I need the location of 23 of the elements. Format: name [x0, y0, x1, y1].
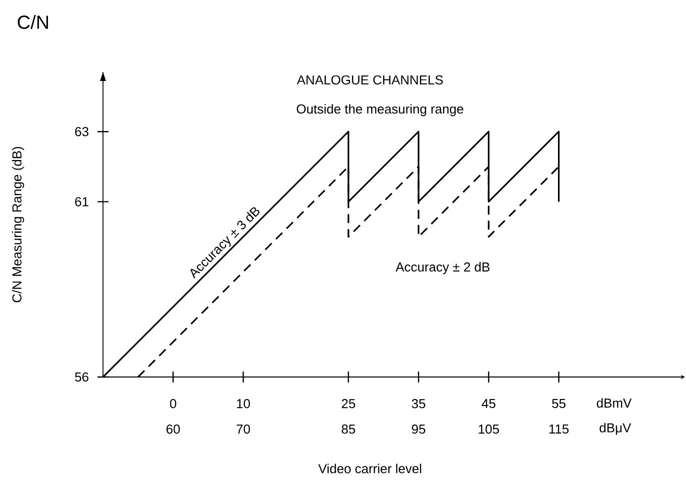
x2-tick-label: 105 [478, 424, 499, 434]
text: C/N [18, 15, 48, 29]
x2-tick-label: 60 [166, 424, 180, 434]
annotation: Outside the measuring range [296, 104, 464, 116]
y-axis-title: C/N Measuring Range (dB) [12, 146, 24, 302]
y-tick-label: 63 [75, 126, 88, 136]
x-tick-label: 10 [236, 399, 250, 408]
x-tick-label: 0 [170, 399, 176, 408]
text: dBmV [596, 398, 632, 408]
x2-tick-label: 85 [342, 424, 356, 434]
chart-title: ANALOGUE CHANNELS [296, 75, 443, 85]
x-tick-label: 25 [342, 399, 356, 408]
y-tick-label: 61 [75, 197, 88, 206]
x-axis-title: Video carrier level [318, 464, 422, 474]
x2-tick-label: 115 [549, 424, 569, 434]
x-tick-label: 35 [412, 399, 426, 408]
x2-tick-label: 95 [412, 424, 426, 434]
y-tick-label: 56 [75, 372, 88, 382]
x2-tick-label: 70 [236, 424, 250, 434]
x-tick-label: 55 [552, 399, 566, 408]
annotation: Accuracy ± 2 dB [396, 262, 490, 274]
x-tick-label: 45 [482, 399, 496, 408]
text: dBμV [600, 422, 632, 435]
